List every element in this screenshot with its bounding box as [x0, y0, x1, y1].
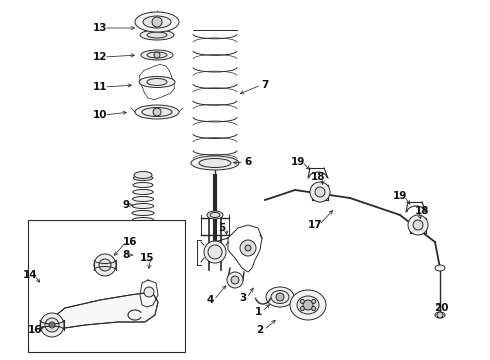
Ellipse shape — [208, 245, 222, 259]
Circle shape — [153, 108, 161, 116]
Text: 18: 18 — [311, 172, 325, 182]
Ellipse shape — [290, 290, 326, 320]
Circle shape — [300, 300, 304, 303]
Ellipse shape — [266, 287, 294, 307]
Text: 6: 6 — [245, 157, 252, 167]
Ellipse shape — [142, 108, 172, 117]
Ellipse shape — [132, 217, 154, 222]
Text: 19: 19 — [291, 157, 305, 167]
Ellipse shape — [133, 248, 153, 256]
Text: 16: 16 — [123, 237, 137, 247]
Ellipse shape — [297, 296, 319, 314]
Ellipse shape — [143, 16, 171, 28]
Text: 14: 14 — [23, 270, 37, 280]
Text: 18: 18 — [415, 206, 429, 216]
Polygon shape — [50, 292, 158, 330]
Ellipse shape — [199, 158, 231, 167]
Ellipse shape — [133, 239, 153, 243]
Ellipse shape — [140, 30, 174, 40]
Ellipse shape — [147, 32, 167, 38]
Text: 17: 17 — [308, 220, 322, 230]
Ellipse shape — [147, 78, 167, 86]
Text: 16: 16 — [28, 325, 42, 335]
Ellipse shape — [147, 52, 167, 58]
Circle shape — [300, 306, 304, 311]
Circle shape — [245, 245, 251, 251]
Circle shape — [437, 312, 443, 318]
Ellipse shape — [133, 183, 153, 188]
Ellipse shape — [133, 231, 153, 237]
Circle shape — [310, 182, 330, 202]
Circle shape — [408, 215, 428, 235]
Text: 8: 8 — [122, 250, 130, 260]
Ellipse shape — [435, 312, 445, 318]
Text: 5: 5 — [219, 223, 225, 233]
Circle shape — [231, 276, 239, 284]
Circle shape — [49, 322, 55, 328]
Text: 11: 11 — [93, 82, 107, 92]
Text: 1: 1 — [254, 307, 262, 317]
Ellipse shape — [132, 203, 154, 208]
Ellipse shape — [132, 225, 153, 230]
Bar — [28, 220, 185, 352]
Circle shape — [227, 272, 243, 288]
Ellipse shape — [141, 50, 173, 60]
Ellipse shape — [191, 156, 239, 170]
Text: 2: 2 — [256, 325, 264, 335]
Circle shape — [40, 313, 64, 337]
Text: 7: 7 — [261, 80, 269, 90]
Circle shape — [94, 254, 116, 276]
Circle shape — [312, 300, 316, 303]
Circle shape — [144, 287, 154, 297]
Ellipse shape — [210, 212, 220, 217]
Text: 12: 12 — [93, 52, 107, 62]
Ellipse shape — [135, 105, 179, 119]
Circle shape — [99, 259, 111, 271]
Circle shape — [240, 240, 256, 256]
Ellipse shape — [139, 77, 175, 87]
Circle shape — [276, 293, 284, 301]
Text: 20: 20 — [434, 303, 448, 313]
Circle shape — [312, 306, 316, 311]
Ellipse shape — [135, 12, 179, 32]
Text: 15: 15 — [140, 253, 154, 263]
Ellipse shape — [133, 189, 153, 194]
Ellipse shape — [133, 176, 153, 180]
Ellipse shape — [435, 265, 445, 271]
Text: 13: 13 — [93, 23, 107, 33]
Circle shape — [315, 187, 325, 197]
Text: 4: 4 — [206, 295, 214, 305]
Ellipse shape — [132, 211, 154, 216]
Text: 19: 19 — [393, 191, 407, 201]
Circle shape — [152, 17, 162, 27]
Ellipse shape — [133, 257, 153, 265]
Ellipse shape — [204, 241, 226, 263]
Circle shape — [303, 300, 313, 310]
Text: 9: 9 — [122, 200, 129, 210]
Ellipse shape — [134, 171, 152, 179]
Circle shape — [413, 220, 423, 230]
Circle shape — [45, 318, 59, 332]
Ellipse shape — [207, 211, 223, 219]
Ellipse shape — [132, 197, 153, 202]
Circle shape — [154, 52, 160, 58]
Ellipse shape — [271, 291, 289, 303]
Text: 10: 10 — [93, 110, 107, 120]
Text: 3: 3 — [240, 293, 246, 303]
